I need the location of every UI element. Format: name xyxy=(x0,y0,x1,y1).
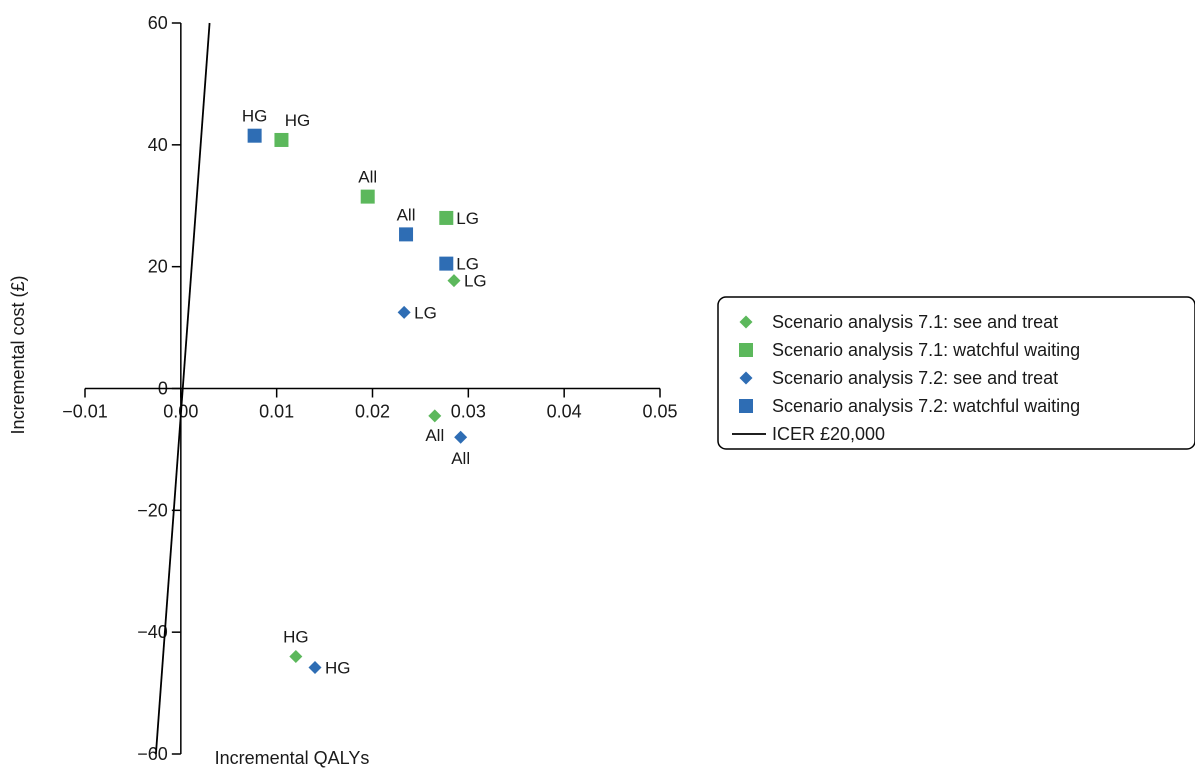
point-label: HG xyxy=(285,111,311,130)
legend-label: Scenario analysis 7.2: see and treat xyxy=(772,368,1058,388)
y-tick-label: −20 xyxy=(137,500,168,520)
icer-threshold-line xyxy=(155,22,211,755)
legend-swatch xyxy=(739,399,753,413)
legend-swatch xyxy=(739,371,753,385)
data-point xyxy=(454,430,468,444)
y-tick-label: 60 xyxy=(148,13,168,33)
point-label: LG xyxy=(464,272,487,291)
data-point xyxy=(308,660,322,674)
legend: Scenario analysis 7.1: see and treat Scen… xyxy=(717,296,1195,450)
point-label: HG xyxy=(242,107,268,126)
x-tick-label: 0.05 xyxy=(642,402,677,422)
point-label: All xyxy=(358,168,377,187)
y-tick-label: 20 xyxy=(148,257,168,277)
data-point xyxy=(439,256,454,271)
legend-swatch xyxy=(739,315,753,329)
legend-label: ICER £20,000 xyxy=(772,424,885,444)
x-tick-label: 0.04 xyxy=(547,402,582,422)
point-label: LG xyxy=(414,303,437,322)
data-point xyxy=(247,128,262,143)
data-point xyxy=(428,409,442,423)
point-label: LG xyxy=(456,255,479,274)
x-tick-label: 0.01 xyxy=(259,402,294,422)
axes-layer: −60−40−200204060−0.010.000.010.020.030.0… xyxy=(62,13,677,764)
x-tick-label: 0.03 xyxy=(451,402,486,422)
data-point xyxy=(399,227,414,242)
data-point xyxy=(397,305,411,319)
legend-label: Scenario analysis 7.2: watchful waiting xyxy=(772,396,1080,416)
point-label: LG xyxy=(456,209,479,228)
data-point xyxy=(274,132,289,147)
point-label: All xyxy=(425,426,444,445)
legend-label: Scenario analysis 7.1: watchful waiting xyxy=(772,340,1080,360)
y-tick-label: 40 xyxy=(148,135,168,155)
data-point xyxy=(447,274,461,288)
x-axis-title: Incremental QALYs xyxy=(215,748,370,768)
legend-box xyxy=(717,296,1195,450)
legend-label: Scenario analysis 7.1: see and treat xyxy=(772,312,1058,332)
data-point xyxy=(360,189,375,204)
point-label: HG xyxy=(325,658,351,677)
icer-layer xyxy=(155,22,211,755)
x-tick-label: −0.01 xyxy=(62,402,108,422)
point-label: All xyxy=(451,449,470,468)
y-tick-label: −60 xyxy=(137,744,168,764)
y-tick-label: −40 xyxy=(137,622,168,642)
x-tick-label: 0.02 xyxy=(355,402,390,422)
point-label: HG xyxy=(283,628,309,647)
point-label: All xyxy=(397,205,416,224)
data-point xyxy=(439,210,454,225)
y-axis-title: Incremental cost (£) xyxy=(8,275,28,434)
legend-swatch xyxy=(739,343,753,357)
data-point xyxy=(289,650,303,664)
